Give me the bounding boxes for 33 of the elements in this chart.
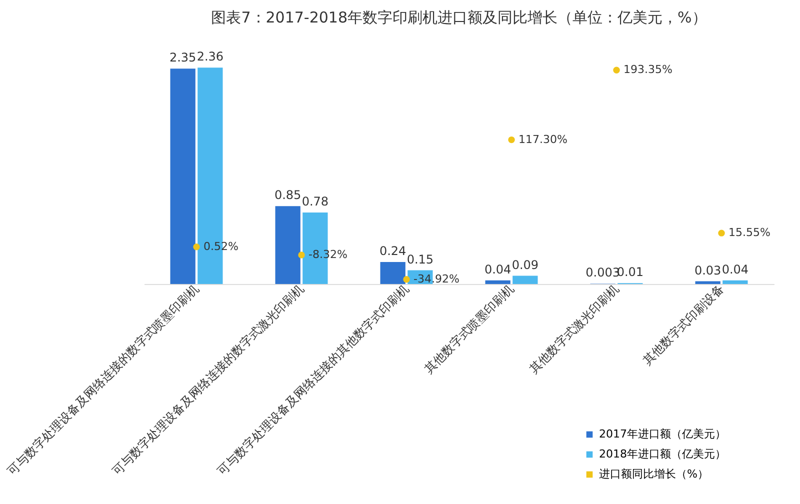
data-label: 2.35 [169, 50, 196, 65]
legend-label: 2017年进口额（亿美元） [599, 428, 726, 440]
bar [275, 206, 300, 284]
point [508, 136, 515, 144]
point [298, 252, 305, 258]
data-label: 0.24 [379, 244, 406, 258]
data-label: 0.04 [484, 262, 512, 276]
bar [380, 262, 406, 284]
data-label: 117.30% [518, 132, 568, 146]
data-label: 0.78 [302, 194, 329, 208]
bar [695, 281, 720, 284]
bar [512, 276, 538, 284]
data-label: 2.36 [196, 50, 224, 64]
legend-label: 进口额同比增长（%） [599, 468, 708, 480]
legend-label: 2018年进口额（亿美元） [599, 448, 726, 460]
x-tick-label: 其他数字式喷墨印刷机 [422, 282, 516, 376]
data-label: 0.85 [274, 188, 302, 202]
bar [485, 280, 510, 284]
bar [722, 280, 748, 284]
x-tick-label: 其他数字式激光印刷机 [526, 282, 622, 376]
data-label: 15.55% [728, 226, 770, 240]
data-label: 0.04 [722, 262, 749, 276]
x-tick-label: 其他数字式印刷设备 [640, 282, 726, 368]
chart-title: 图表7：2017-2018年数字印刷机进口额及同比增长（单位：亿美元，%） [211, 8, 707, 27]
point [613, 66, 620, 74]
point [718, 230, 725, 236]
data-label: 193.35% [624, 63, 672, 76]
data-label: 0.15 [406, 252, 434, 266]
bar [170, 68, 196, 284]
point [193, 244, 200, 250]
data-label: 0.09 [512, 258, 539, 272]
data-label: 0.03 [694, 263, 722, 278]
point [403, 276, 410, 283]
